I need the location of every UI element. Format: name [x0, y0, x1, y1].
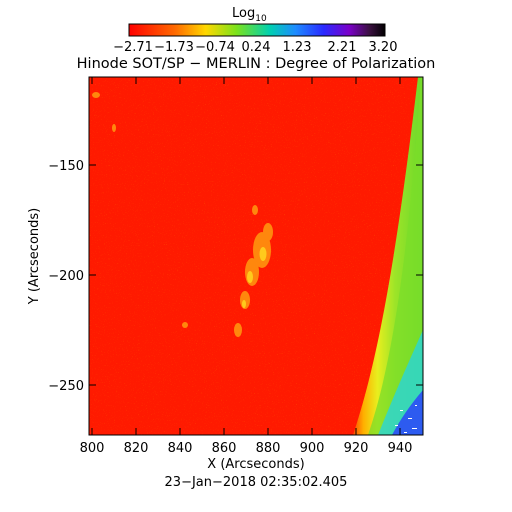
y-tick-label: −150 — [48, 159, 84, 174]
plot-title: Hinode SOT/SP − MERLIN : Degree of Polar… — [77, 56, 436, 72]
x-tick-label: 880 — [256, 441, 281, 456]
timestamp: 23−Jan−2018 02:35:02.405 — [165, 475, 348, 490]
x-axis-ticks — [91, 77, 401, 435]
plot-frame — [88, 76, 424, 436]
colorbar-tick-label: 3.20 — [369, 40, 398, 55]
limb-blue-band — [392, 390, 423, 435]
x-tick-label: 820 — [124, 441, 149, 456]
x-tick-label: 800 — [80, 441, 105, 456]
limb-green-band — [368, 77, 423, 435]
y-axis-tick-labels: −150 −200 −250 — [48, 159, 84, 394]
colorbar-tick-label: −2.71 — [113, 40, 153, 55]
x-tick-label: 920 — [344, 441, 369, 456]
colorbar-tick-label: −0.74 — [195, 40, 235, 55]
polarization-map — [89, 77, 423, 435]
x-tick-label: 860 — [212, 441, 237, 456]
x-tick-label: 840 — [168, 441, 193, 456]
colorbar-tick-label: 1.23 — [283, 40, 312, 55]
colorbar-title: Log10 — [232, 6, 267, 24]
y-tick-label: −200 — [48, 269, 84, 284]
colorbar-tick-label: −1.73 — [154, 40, 194, 55]
colorbar-tick-label: 2.21 — [328, 40, 357, 55]
y-tick-label: −250 — [48, 379, 84, 394]
colorbar-gradient — [128, 23, 386, 37]
bright-cores — [242, 247, 267, 308]
colorbar: Log10 −2.71 −1.73 −0.74 0.24 1.23 2.21 3… — [113, 6, 397, 55]
x-tick-label: 900 — [300, 441, 325, 456]
colorbar-tick-label: 0.24 — [242, 40, 271, 55]
x-axis-tick-labels: 800 820 840 860 880 900 920 940 — [80, 441, 413, 456]
x-axis-label: X (Arcseconds) — [207, 457, 304, 472]
y-axis-label: Y (Arcseconds) — [27, 208, 42, 305]
x-tick-label: 940 — [388, 441, 413, 456]
limb-speckle — [395, 405, 417, 433]
y-axis-ticks — [89, 164, 423, 386]
